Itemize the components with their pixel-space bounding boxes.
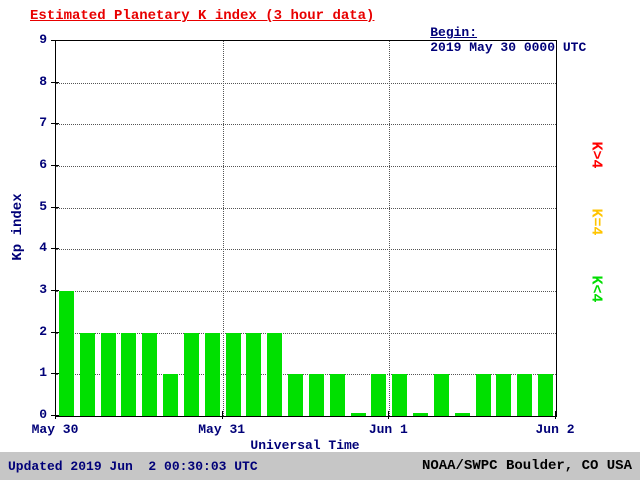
footer-bar: Updated 2019 Jun 2 00:30:03 UTC NOAA/SWP… bbox=[0, 452, 640, 480]
kp-bar bbox=[517, 374, 533, 416]
kp-bar bbox=[163, 374, 179, 416]
begin-value: 2019 May 30 0000 UTC bbox=[430, 40, 587, 55]
gridline-horizontal bbox=[56, 82, 556, 84]
y-tick-label: 3 bbox=[39, 282, 47, 297]
y-tick-mark bbox=[51, 123, 59, 125]
begin-block: Begin: 2019 May 30 0000 UTC bbox=[399, 10, 586, 70]
legend-item: K=4 bbox=[587, 208, 605, 236]
x-tick-label: Jun 1 bbox=[368, 422, 408, 437]
kp-bar bbox=[121, 332, 137, 416]
gridline-horizontal bbox=[56, 124, 556, 126]
kp-bar bbox=[454, 413, 470, 416]
kp-bar bbox=[225, 332, 241, 416]
legend-item: K<4 bbox=[587, 275, 605, 303]
gridline-horizontal bbox=[56, 291, 556, 292]
kp-bar bbox=[413, 413, 429, 416]
y-tick-label: 8 bbox=[39, 73, 47, 89]
kp-bar bbox=[496, 374, 512, 416]
gridline-horizontal bbox=[56, 166, 556, 167]
kp-bar bbox=[267, 332, 283, 416]
kp-bar bbox=[288, 374, 304, 416]
kp-bar bbox=[183, 332, 199, 416]
chart-title: Estimated Planetary K index (3 hour data… bbox=[30, 8, 375, 24]
kp-bar bbox=[392, 374, 408, 416]
updated-text: Updated 2019 Jun 2 00:30:03 UTC bbox=[8, 458, 258, 474]
x-tick-label: May 31 bbox=[198, 422, 246, 437]
gridline-horizontal bbox=[56, 207, 556, 209]
y-tick-mark bbox=[51, 331, 59, 333]
kp-bar bbox=[329, 374, 345, 416]
y-tick-label: 9 bbox=[39, 32, 47, 47]
y-tick-mark bbox=[51, 81, 59, 83]
gridline-horizontal bbox=[56, 374, 556, 376]
x-tick-mark bbox=[221, 411, 223, 419]
y-tick-mark bbox=[51, 373, 59, 375]
gridline-vertical bbox=[389, 41, 391, 416]
kp-bar bbox=[204, 332, 220, 416]
y-tick-mark bbox=[51, 206, 59, 208]
kp-bar bbox=[100, 332, 116, 416]
gridline-vertical bbox=[222, 41, 224, 416]
y-tick-label: 2 bbox=[39, 323, 47, 339]
credit-text: NOAA/SWPC Boulder, CO USA bbox=[421, 458, 632, 474]
kp-bar bbox=[79, 332, 95, 416]
kp-bar bbox=[246, 332, 262, 416]
begin-label: Begin: bbox=[430, 25, 478, 40]
x-axis-title: Universal Time bbox=[250, 438, 360, 453]
y-tick-label: 7 bbox=[39, 115, 47, 131]
x-tick-mark bbox=[555, 411, 556, 419]
x-tick-mark bbox=[55, 411, 56, 419]
y-tick-mark bbox=[51, 290, 59, 291]
y-tick-mark bbox=[51, 248, 59, 250]
y-tick-label: 1 bbox=[39, 365, 47, 381]
y-tick-mark bbox=[51, 165, 59, 166]
x-tick-mark bbox=[388, 411, 390, 419]
gridline-horizontal bbox=[56, 249, 556, 251]
kp-bar bbox=[308, 374, 324, 416]
kp-bar bbox=[350, 413, 366, 416]
kp-bar bbox=[538, 374, 554, 416]
kp-bar bbox=[58, 291, 74, 416]
plot-area bbox=[55, 40, 557, 417]
kp-bar bbox=[433, 374, 449, 416]
y-tick-label: 0 bbox=[39, 407, 47, 422]
x-tick-label: May 30 bbox=[31, 422, 79, 437]
kp-bar bbox=[371, 374, 387, 416]
y-tick-label: 5 bbox=[39, 198, 47, 214]
legend-item: K>4 bbox=[587, 141, 605, 169]
y-tick-label: 6 bbox=[39, 157, 47, 172]
y-tick-mark bbox=[51, 40, 59, 41]
gridline-horizontal bbox=[56, 332, 556, 334]
y-tick-label: 4 bbox=[39, 240, 47, 256]
kp-bar bbox=[142, 332, 158, 416]
x-tick-label: Jun 2 bbox=[535, 422, 575, 437]
kp-bar bbox=[475, 374, 491, 416]
